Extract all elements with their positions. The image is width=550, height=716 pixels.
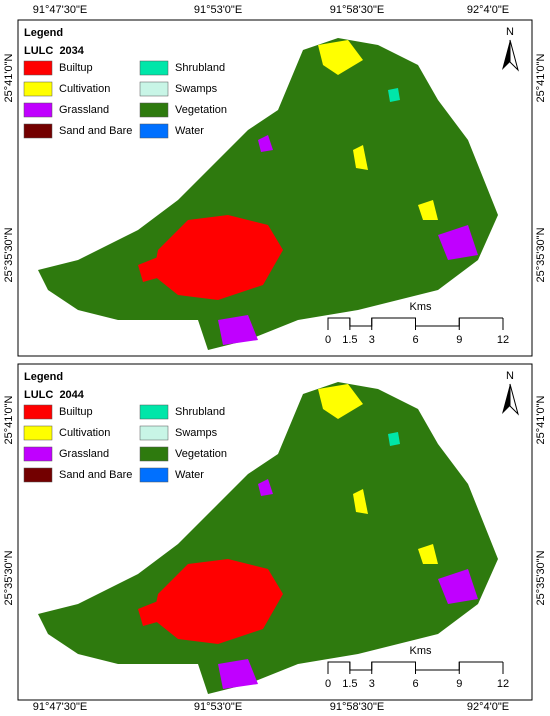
- legend-label: Shrubland: [175, 62, 225, 74]
- legend-label: Swamps: [175, 427, 218, 439]
- legend-label: Cultivation: [59, 83, 110, 95]
- longitude-label: 91°47'30"E: [33, 701, 87, 713]
- longitude-label: 91°58'30"E: [330, 701, 384, 713]
- north-label: N: [506, 26, 514, 38]
- legend-swatch: [23, 102, 53, 118]
- longitude-label: 91°53'0"E: [194, 701, 242, 713]
- legend-swatch: [139, 446, 169, 462]
- legend-title: Legend: [24, 27, 63, 39]
- legend-swatch: [139, 404, 169, 420]
- longitude-label: 92°4'0"E: [467, 701, 509, 713]
- latitude-label: 25°35'30"N: [3, 227, 15, 282]
- scale-label: 12: [497, 334, 509, 346]
- legend-label: Water: [175, 469, 204, 481]
- legend-swatch: [23, 467, 53, 483]
- scale-label: 1.5: [342, 678, 357, 690]
- legend-label: Vegetation: [175, 448, 227, 460]
- legend-swatch: [139, 123, 169, 139]
- latitude-label: 25°41'0"N: [3, 395, 15, 444]
- legend-label: Vegetation: [175, 104, 227, 116]
- legend-swatch: [23, 425, 53, 441]
- legend-swatch: [23, 446, 53, 462]
- legend-label: Swamps: [175, 83, 218, 95]
- panel-subtitle: LULC 2034: [24, 45, 85, 57]
- legend-label: Cultivation: [59, 427, 110, 439]
- legend-swatch: [139, 81, 169, 97]
- legend-swatch: [139, 60, 169, 76]
- legend-label: Shrubland: [175, 406, 225, 418]
- north-label: N: [506, 370, 514, 382]
- longitude-label: 91°47'30"E: [33, 4, 87, 16]
- scale-label: 6: [412, 678, 418, 690]
- legend-label: Builtup: [59, 62, 93, 74]
- scale-unit: Kms: [410, 301, 433, 313]
- scale-label: 9: [456, 334, 462, 346]
- longitude-label: 91°58'30"E: [330, 4, 384, 16]
- north-arrow: [509, 39, 519, 72]
- legend-swatch: [23, 404, 53, 420]
- legend-label: Grassland: [59, 104, 109, 116]
- scale-label: 9: [456, 678, 462, 690]
- legend-swatch: [23, 60, 53, 76]
- longitude-label: 92°4'0"E: [467, 4, 509, 16]
- latitude-label: 25°35'30"N: [3, 550, 15, 605]
- north-arrow: [502, 384, 510, 414]
- legend-label: Grassland: [59, 448, 109, 460]
- legend-swatch: [23, 123, 53, 139]
- legend-swatch: [139, 425, 169, 441]
- latitude-label: 25°35'30"N: [535, 227, 547, 282]
- legend-label: Builtup: [59, 406, 93, 418]
- legend-title: Legend: [24, 371, 63, 383]
- scale-label: 0: [325, 678, 331, 690]
- scale-label: 3: [369, 678, 375, 690]
- legend-label: Sand and Bare: [59, 125, 132, 137]
- north-arrow: [509, 383, 519, 416]
- latitude-label: 25°35'30"N: [535, 550, 547, 605]
- scale-label: 3: [369, 334, 375, 346]
- legend-swatch: [23, 81, 53, 97]
- latitude-label: 25°41'0"N: [535, 395, 547, 444]
- latitude-label: 25°41'0"N: [535, 53, 547, 102]
- legend-swatch: [139, 467, 169, 483]
- longitude-label: 91°53'0"E: [194, 4, 242, 16]
- legend-swatch: [139, 102, 169, 118]
- scale-label: 0: [325, 334, 331, 346]
- panel-subtitle: LULC 2044: [24, 389, 85, 401]
- legend-label: Water: [175, 125, 204, 137]
- latitude-label: 25°41'0"N: [3, 53, 15, 102]
- legend-label: Sand and Bare: [59, 469, 132, 481]
- north-arrow: [502, 40, 510, 70]
- scale-unit: Kms: [410, 645, 433, 657]
- scale-label: 1.5: [342, 334, 357, 346]
- scale-label: 6: [412, 334, 418, 346]
- scale-label: 12: [497, 678, 509, 690]
